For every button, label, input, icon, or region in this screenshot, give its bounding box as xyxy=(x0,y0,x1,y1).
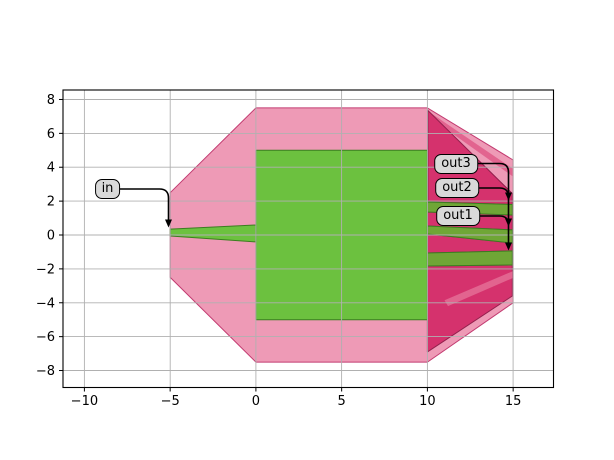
axes-frame xyxy=(62,89,555,389)
y-tick-label: 2 xyxy=(47,195,55,210)
in-arrow xyxy=(119,188,170,222)
polygon-green-output-flow-1 xyxy=(426,250,513,267)
arrow-group xyxy=(119,162,512,251)
y-tick-label: 0 xyxy=(47,229,55,244)
y-tick-label: −4 xyxy=(36,296,55,311)
polygon-fan-stripe-top xyxy=(428,111,514,177)
out1-label: out1 xyxy=(436,206,480,226)
x-tick-label: −5 xyxy=(161,394,180,409)
grid-group xyxy=(63,90,554,388)
out1-arrow xyxy=(477,215,510,245)
y-tick-label: −6 xyxy=(36,330,55,345)
y-tick-label: 4 xyxy=(47,161,55,176)
out2-label: out2 xyxy=(435,178,479,198)
x-tick-label: 15 xyxy=(505,394,522,409)
out3-label: out3 xyxy=(434,153,478,174)
x-tick-label: 5 xyxy=(338,394,346,409)
y-tick-label: 6 xyxy=(47,127,55,142)
out2-arrow xyxy=(476,187,510,221)
out3-arrow xyxy=(474,162,510,195)
tick-group: −10 −5 0 5 10 15 8 6 4 2 0 −2 −4 −6 −8 xyxy=(36,93,522,409)
polygon-fan-stripe-bottom xyxy=(444,271,513,307)
y-tick-label: −2 xyxy=(36,262,55,277)
in-label: in xyxy=(94,179,121,199)
in-arrowhead xyxy=(165,219,172,228)
y-tick-label: −8 xyxy=(36,364,55,379)
x-tick-label: 10 xyxy=(419,394,436,409)
y-tick-label: 8 xyxy=(47,93,55,108)
x-tick-label: −10 xyxy=(71,394,98,409)
x-tick-label: 0 xyxy=(252,394,260,409)
out1-arrowhead xyxy=(505,242,512,251)
